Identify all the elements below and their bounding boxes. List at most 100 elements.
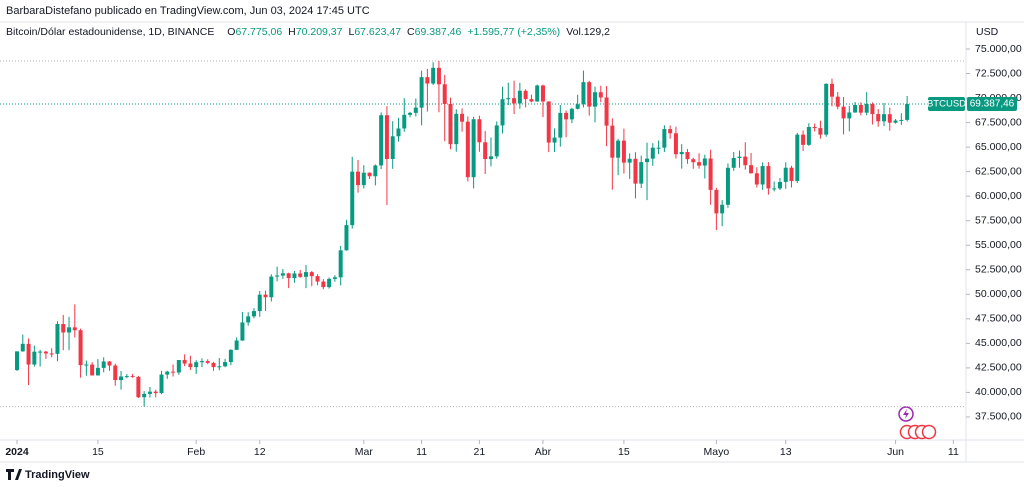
event-icon	[921, 424, 937, 440]
candle-body	[67, 327, 72, 333]
candle-body	[882, 114, 886, 122]
candle-body	[384, 115, 389, 159]
candle-body	[171, 371, 176, 373]
candle-body	[361, 172, 366, 186]
candle-body	[101, 361, 106, 368]
candle-body	[633, 158, 638, 184]
candle-body	[367, 172, 372, 177]
candle-body	[853, 105, 858, 113]
y-tick-label: 60.000,00	[975, 190, 1022, 202]
y-tick-label: 62.500,00	[975, 165, 1022, 177]
candle-body	[465, 121, 470, 178]
candle-body	[124, 376, 129, 378]
candle-body	[26, 343, 31, 365]
candle-body	[725, 167, 730, 205]
candle-body	[587, 82, 592, 107]
candle-body	[350, 171, 355, 226]
candle-body	[199, 361, 204, 363]
symbol-box	[928, 97, 965, 112]
candle-body	[899, 119, 904, 121]
candle-body	[228, 349, 233, 363]
candle-body	[558, 112, 563, 138]
candle-body	[824, 83, 829, 135]
candle-body	[390, 136, 395, 159]
candle-body	[535, 85, 540, 102]
ohlc-key: L	[348, 26, 354, 38]
candle-body	[783, 167, 788, 182]
logo	[6, 469, 22, 480]
candle-body	[801, 134, 806, 145]
candle-body	[153, 391, 158, 394]
candle-body	[431, 67, 436, 84]
candle-body	[119, 376, 124, 381]
x-tick-label: 21	[474, 446, 486, 458]
candle-body	[396, 128, 401, 137]
price-box	[967, 97, 1017, 112]
candle-body	[697, 162, 702, 166]
candle-body	[506, 98, 511, 100]
y-tick-label: 37.500,00	[975, 411, 1022, 423]
candle-body	[234, 340, 239, 350]
candle-body	[737, 156, 742, 158]
y-tick-label: 50.000,00	[975, 288, 1022, 300]
candle-body	[789, 167, 794, 181]
ohlc-value: 69.387,46	[415, 26, 462, 38]
y-tick-label: 57.500,00	[975, 214, 1022, 226]
ohlc-key: O	[227, 26, 235, 38]
candle-body	[280, 273, 285, 276]
candle-body	[569, 108, 574, 120]
candle-body	[454, 113, 459, 145]
candle-body	[95, 367, 100, 376]
candle-body	[512, 98, 517, 104]
x-tick-label: 13	[780, 446, 792, 458]
candle-body	[610, 125, 615, 158]
candle-body	[483, 142, 488, 160]
candle-body	[905, 104, 910, 120]
candle-body	[760, 166, 765, 185]
candle-body	[217, 366, 222, 368]
candle-body	[142, 393, 147, 398]
candle-body	[32, 351, 37, 365]
candle-body	[61, 324, 66, 333]
candle-body	[835, 96, 840, 107]
x-tick-label: 11	[416, 446, 427, 458]
candle-body	[223, 362, 228, 367]
candle-body	[49, 353, 54, 355]
candle-body	[477, 119, 482, 143]
candle-body	[84, 364, 89, 366]
candle-body	[113, 365, 118, 381]
candle-body	[540, 85, 545, 102]
candle-body	[621, 140, 626, 163]
change: +1.595,77 (+2,35%)	[467, 26, 560, 38]
candle-body	[165, 371, 170, 375]
event-icon	[903, 409, 909, 419]
x-tick-label: 15	[92, 446, 104, 458]
candle-body	[72, 327, 77, 331]
candle-body	[442, 84, 447, 104]
candle-body	[425, 77, 430, 84]
candle-body	[413, 107, 418, 113]
y-tick-label: 65.000,00	[975, 141, 1022, 153]
candle-body	[847, 112, 852, 119]
candle-body	[575, 104, 580, 109]
candle-body	[772, 188, 777, 190]
candle-body	[448, 103, 453, 145]
y-tick-label: 55.000,00	[975, 239, 1022, 251]
candle-body	[275, 275, 280, 277]
candle-body	[488, 156, 493, 160]
ohlc-key: H	[288, 26, 296, 38]
legend: Bitcoin/Dólar estadounidense, 1D, BINANC…	[6, 26, 610, 38]
candle-body	[304, 272, 308, 277]
candle-body	[581, 82, 586, 105]
candle-body	[182, 360, 187, 364]
candle-body	[136, 376, 141, 398]
candle-body	[188, 363, 193, 368]
candle-body	[564, 112, 569, 120]
candle-body	[240, 322, 245, 341]
candle-body	[460, 113, 465, 122]
candle-body	[754, 173, 759, 185]
candle-body	[829, 83, 834, 97]
y-tick-label: 52.500,00	[975, 264, 1022, 276]
candle-body	[43, 351, 48, 354]
candle-body	[327, 278, 332, 288]
